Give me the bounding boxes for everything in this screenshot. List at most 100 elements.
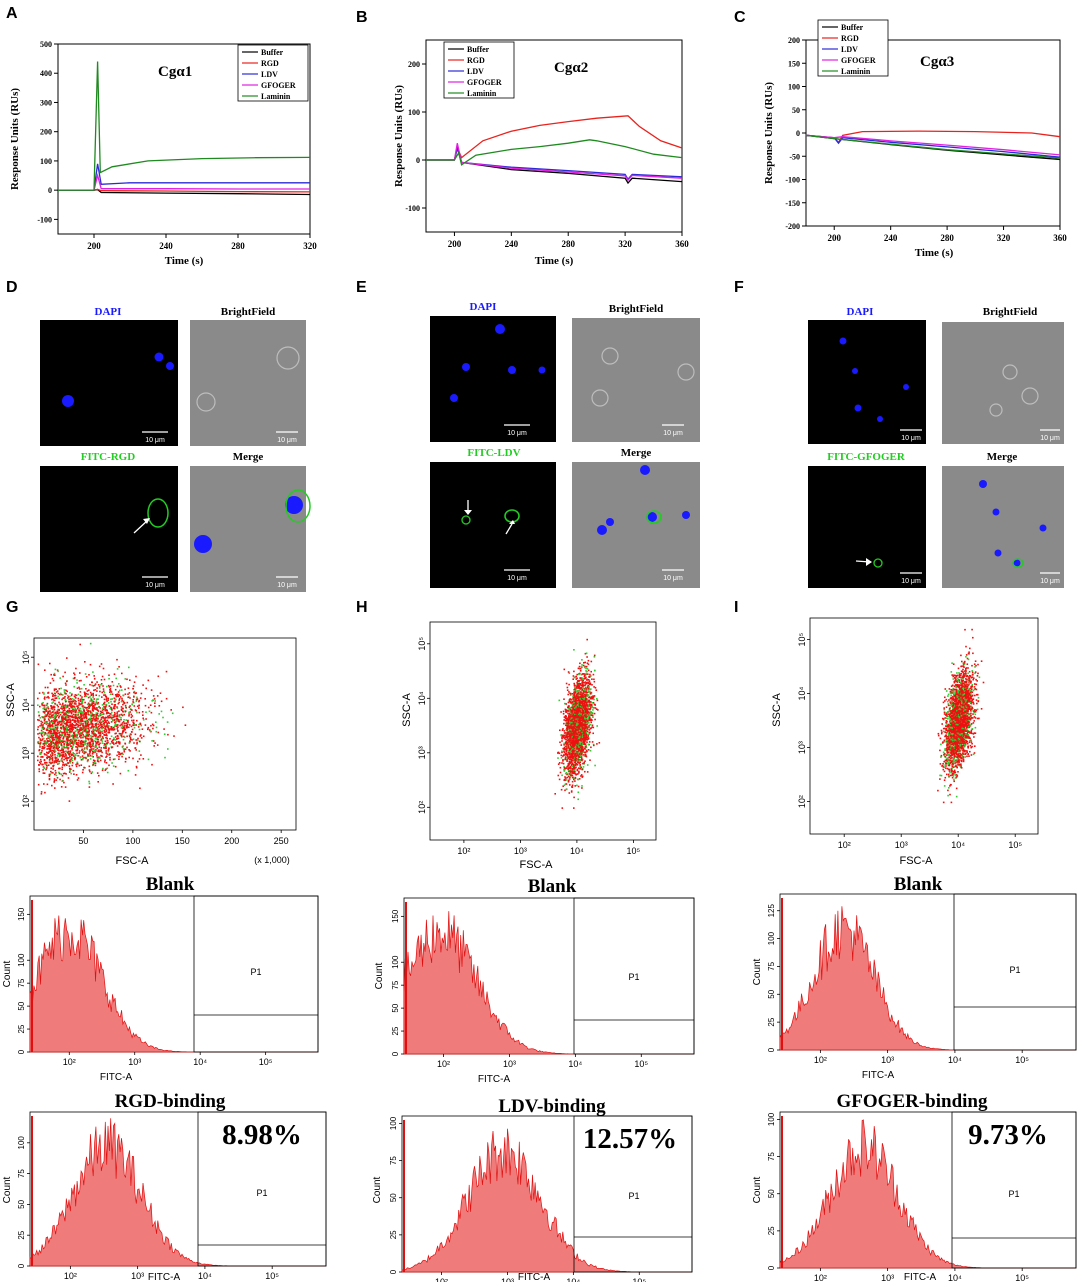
event-dot-red bbox=[70, 716, 72, 718]
event-dot-red bbox=[126, 679, 128, 681]
event-dot-red bbox=[139, 758, 141, 760]
event-dot-red bbox=[39, 706, 41, 708]
event-dot-red bbox=[113, 727, 115, 729]
event-dot-red bbox=[108, 685, 110, 687]
event-dot-red bbox=[99, 722, 101, 724]
event-dot-red bbox=[566, 683, 568, 685]
event-dot-green bbox=[128, 667, 130, 669]
event-dot-green bbox=[53, 716, 55, 718]
x-axis-scale-note: (x 1,000) bbox=[254, 855, 290, 865]
event-dot-red bbox=[100, 719, 102, 721]
event-dot-red bbox=[565, 703, 567, 705]
event-dot-red bbox=[139, 700, 141, 702]
event-dot-green bbox=[70, 773, 72, 775]
event-dot-green bbox=[44, 767, 46, 769]
event-dot-red bbox=[140, 735, 142, 737]
event-dot-red bbox=[587, 771, 589, 773]
event-dot-red bbox=[132, 724, 134, 726]
event-dot-red bbox=[73, 736, 75, 738]
chart-title: Cgα2 bbox=[554, 60, 588, 76]
event-dot-red bbox=[582, 681, 584, 683]
event-dot-green bbox=[64, 689, 66, 691]
event-dot-red bbox=[561, 755, 563, 757]
event-dot-red bbox=[104, 734, 106, 736]
event-dot-red bbox=[79, 750, 81, 752]
event-dot-red bbox=[75, 694, 77, 696]
event-dot-green bbox=[93, 729, 95, 731]
legend-label-buffer: Buffer bbox=[841, 23, 864, 32]
event-dot-red bbox=[129, 750, 131, 752]
event-dot-red bbox=[578, 668, 580, 670]
event-dot-green bbox=[47, 706, 49, 708]
event-dot-green bbox=[61, 780, 63, 782]
event-dot-red bbox=[46, 729, 48, 731]
event-dot-red bbox=[97, 723, 99, 725]
event-dot-red bbox=[116, 695, 118, 697]
event-dot-red bbox=[92, 710, 94, 712]
scale-label: 10 μm bbox=[1040, 435, 1060, 442]
event-dot-red bbox=[41, 704, 43, 706]
merge-image bbox=[190, 466, 306, 592]
event-dot-red bbox=[64, 734, 66, 736]
event-dot-red bbox=[96, 755, 98, 757]
event-dot-red bbox=[109, 715, 111, 717]
event-dot-red bbox=[128, 713, 130, 715]
event-dot-red bbox=[90, 692, 92, 694]
x-tick-label: 200 bbox=[224, 836, 239, 846]
event-dot-red bbox=[69, 771, 71, 773]
event-dot-green bbox=[43, 738, 45, 740]
event-dot-red bbox=[75, 714, 77, 716]
event-dot-green bbox=[99, 695, 101, 697]
y-tick-label: 100 bbox=[788, 83, 800, 92]
event-dot-red bbox=[101, 679, 103, 681]
event-dot-red bbox=[566, 735, 568, 737]
event-dot-green bbox=[55, 714, 57, 716]
event-dot-red bbox=[117, 728, 119, 730]
event-dot-green bbox=[150, 730, 152, 732]
event-dot-red bbox=[76, 717, 78, 719]
event-dot-red bbox=[125, 758, 127, 760]
event-dot-green bbox=[39, 744, 41, 746]
event-dot-red bbox=[77, 748, 79, 750]
event-dot-red bbox=[92, 743, 94, 745]
event-dot-red bbox=[57, 749, 59, 751]
y-tick-label: 0 bbox=[796, 129, 800, 138]
event-dot-red bbox=[118, 721, 120, 723]
event-dot-green bbox=[108, 751, 110, 753]
event-dot-red bbox=[116, 755, 118, 757]
event-dot-red bbox=[87, 723, 89, 725]
event-dot-red bbox=[574, 689, 576, 691]
event-dot-red bbox=[106, 697, 108, 699]
event-dot-green bbox=[111, 762, 113, 764]
event-dot-red bbox=[57, 690, 59, 692]
event-dot-red bbox=[78, 687, 80, 689]
event-dot-green bbox=[110, 699, 112, 701]
event-dot-red bbox=[78, 777, 80, 779]
event-dot-red bbox=[131, 717, 133, 719]
event-dot-red bbox=[563, 719, 565, 721]
event-dot-red bbox=[127, 693, 129, 695]
event-dot-red bbox=[108, 730, 110, 732]
event-dot-green bbox=[110, 701, 112, 703]
event-dot-red bbox=[90, 755, 92, 757]
event-dot-green bbox=[87, 704, 89, 706]
event-dot-red bbox=[106, 699, 108, 701]
event-dot-red bbox=[576, 674, 578, 676]
event-dot-green bbox=[40, 717, 42, 719]
event-dot-red bbox=[51, 693, 53, 695]
event-dot-red bbox=[65, 786, 67, 788]
event-dot-red bbox=[573, 675, 575, 677]
event-dot-red bbox=[97, 736, 99, 738]
nucleus bbox=[539, 367, 546, 374]
event-dot-red bbox=[54, 752, 56, 754]
event-dot-red bbox=[52, 755, 54, 757]
event-dot-red bbox=[89, 771, 91, 773]
event-dot-red bbox=[127, 720, 129, 722]
event-dot-red bbox=[92, 693, 94, 695]
event-dot-red bbox=[54, 761, 56, 763]
event-dot-red bbox=[150, 704, 152, 706]
chart-title: Cgα3 bbox=[920, 54, 954, 70]
event-dot-red bbox=[62, 720, 64, 722]
event-dot-red bbox=[38, 743, 40, 745]
event-dot-red bbox=[585, 687, 587, 689]
